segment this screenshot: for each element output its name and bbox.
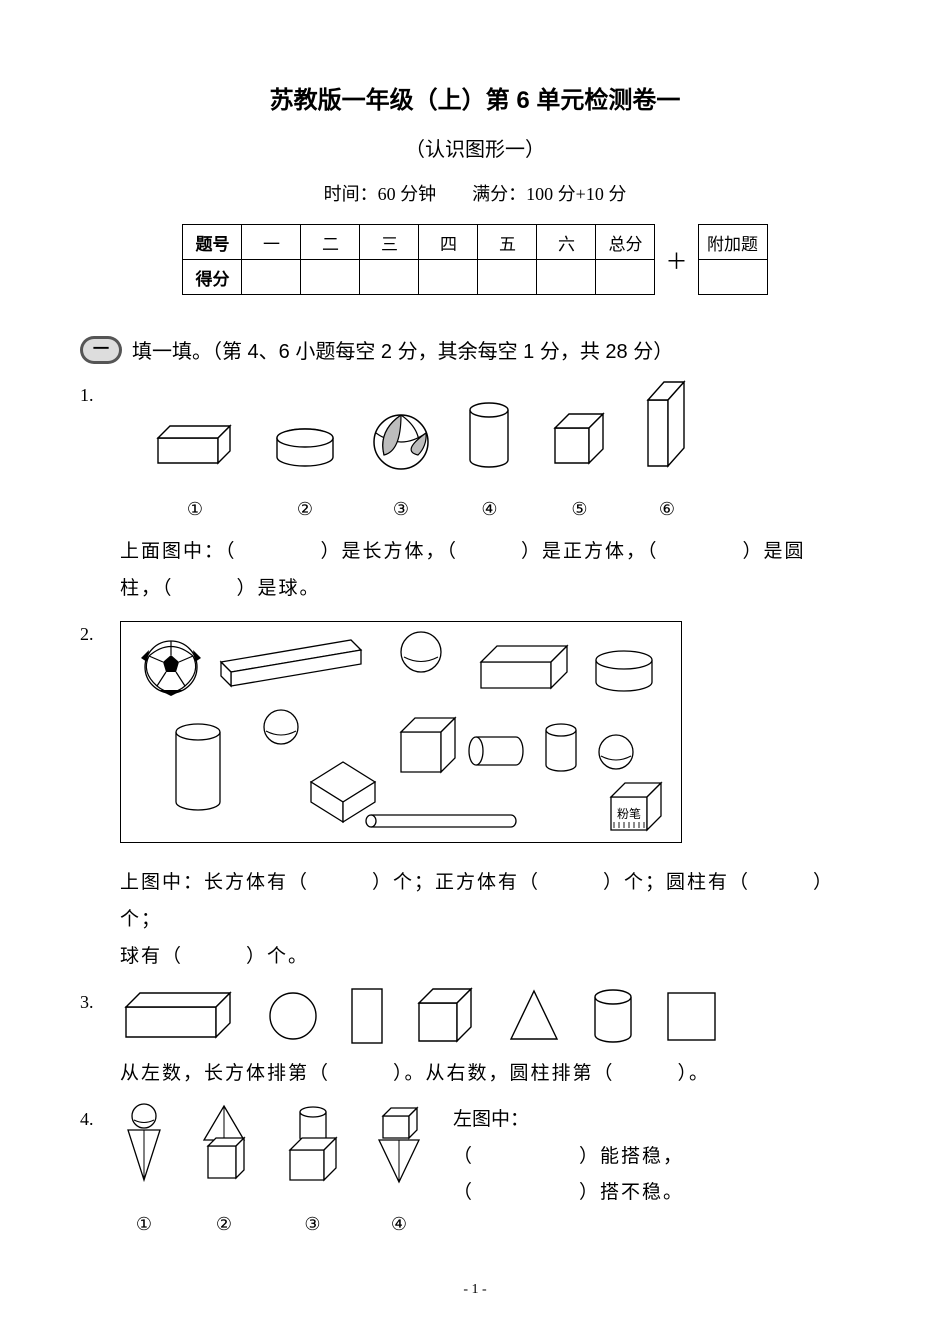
cube-icon	[413, 985, 481, 1047]
section-badge: 一	[80, 336, 122, 364]
score-table: 题号 一 二 三 四 五 六 总分 得分	[182, 224, 655, 295]
score-cell	[360, 260, 419, 295]
cuboid-icon	[642, 378, 692, 473]
cuboid-icon	[150, 418, 240, 473]
score-header-cell: 题号	[183, 225, 242, 260]
question-3: 3.	[80, 985, 870, 1092]
chalk-label: 粉笔	[617, 806, 641, 821]
extra-score-cell	[698, 260, 767, 295]
q3-shapes	[120, 985, 870, 1047]
question-number: 1.	[80, 378, 120, 413]
triangle-icon	[507, 987, 562, 1045]
cylinder-icon	[462, 398, 517, 473]
shape-label: ④	[462, 492, 517, 527]
q1-shapes: ① ②	[150, 378, 870, 527]
shape-label: ②	[194, 1207, 254, 1242]
section-badge-label: 一	[83, 339, 119, 361]
q4-content: ① ②	[120, 1102, 870, 1241]
extra-header-cell: 附加题	[698, 225, 767, 260]
cylinder-icon	[588, 985, 638, 1047]
q3-text: 从左数，长方体排第（ ）。从右数，圆柱排第（ ）。	[120, 1055, 870, 1092]
question-number: 4.	[80, 1102, 120, 1137]
rectangle-icon	[347, 986, 387, 1046]
q2-text-b: 球有（ ）个。	[120, 938, 870, 975]
score-header-cell: 二	[301, 225, 360, 260]
score-header-cell: 一	[242, 225, 301, 260]
score-cell	[478, 260, 537, 295]
score-header-cell: 五	[478, 225, 537, 260]
q4-text-c: （ ）搭不稳。	[453, 1175, 684, 1211]
shape-label: ③	[370, 492, 432, 527]
score-cell	[242, 260, 301, 295]
cuboid-icon	[120, 989, 240, 1044]
stack-icon	[280, 1102, 345, 1187]
q1-text-b: 柱，（ ）是球。	[120, 570, 870, 607]
section-head: 一 填一填。（第 4、6 小题每空 2 分，其余每空 1 分，共 28 分）	[80, 335, 870, 364]
section-title: 填一填。（第 4、6 小题每空 2 分，其余每空 1 分，共 28 分）	[132, 335, 673, 364]
q4-text-b: （ ）能搭稳，	[453, 1139, 684, 1175]
question-number: 2.	[80, 617, 120, 652]
score-cell	[537, 260, 596, 295]
ball-icon	[370, 411, 432, 473]
q4-text-a: 左图中：	[453, 1102, 684, 1138]
score-header-cell: 三	[360, 225, 419, 260]
cylinder-icon	[270, 423, 340, 473]
shape-label: ③	[280, 1207, 345, 1242]
shape-label: ①	[120, 1207, 168, 1242]
extra-table: 附加题	[698, 224, 768, 295]
q1-text-a: 上面图中：（ ）是长方体，（ ）是正方体，（ ）是圆	[120, 533, 870, 570]
cube-icon	[547, 408, 612, 473]
question-2: 2.	[80, 617, 870, 975]
q2-shapes-box: 粉笔	[120, 621, 682, 843]
score-row-label: 得分	[183, 260, 242, 295]
score-cell	[596, 260, 655, 295]
circle-icon	[266, 989, 321, 1044]
score-cell	[419, 260, 478, 295]
score-header-cell: 六	[537, 225, 596, 260]
stack-icon	[120, 1102, 168, 1187]
score-header-cell: 四	[419, 225, 478, 260]
time-info: 时间：60 分钟 满分：100 分+10 分	[80, 180, 870, 206]
shape-label: ④	[371, 1207, 427, 1242]
score-row: 题号 一 二 三 四 五 六 总分 得分 ＋ 附加题	[80, 224, 870, 295]
shape-label: ⑥	[642, 492, 692, 527]
stack-icon	[194, 1102, 254, 1187]
shape-label: ⑤	[547, 492, 612, 527]
question-1: 1. ①	[80, 378, 870, 607]
page-subtitle: （认识图形一）	[80, 133, 870, 162]
q2-text-a: 上图中：长方体有（ ）个；正方体有（ ）个；圆柱有（ ）个；	[120, 864, 870, 938]
page-title: 苏教版一年级（上）第 6 单元检测卷一	[80, 80, 870, 115]
score-header-cell: 总分	[596, 225, 655, 260]
shape-label: ①	[150, 492, 240, 527]
question-number: 3.	[80, 985, 120, 1020]
stack-icon	[371, 1102, 427, 1187]
question-4: 4. ①	[80, 1102, 870, 1241]
shape-label: ②	[270, 492, 340, 527]
page-number: - 1 -	[80, 1282, 870, 1298]
plus-symbol: ＋	[655, 244, 697, 276]
square-icon	[664, 989, 719, 1044]
score-cell	[301, 260, 360, 295]
